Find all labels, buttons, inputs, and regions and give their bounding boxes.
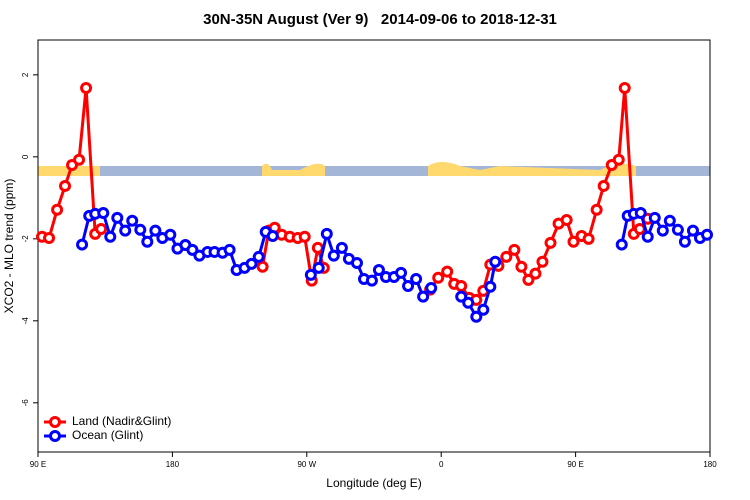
x-tick-label: 90 W — [297, 460, 316, 469]
x-tick-label: 90 E — [567, 460, 583, 469]
series — [36, 81, 654, 306]
data-point — [312, 261, 325, 274]
data-point — [701, 228, 714, 241]
legend-marker — [49, 416, 61, 428]
data-point — [612, 153, 625, 166]
data-point — [648, 211, 661, 224]
data-point — [678, 235, 691, 248]
chart-title: 30N-35N August (Ver 9) 2014-09-06 to 201… — [203, 11, 557, 28]
data-point — [51, 203, 64, 216]
data-point — [223, 243, 236, 256]
data-point — [402, 279, 415, 292]
data-point — [149, 224, 162, 237]
data-point — [252, 250, 265, 263]
data-point — [111, 211, 124, 224]
data-point — [245, 257, 258, 270]
plot-frame — [37, 39, 711, 453]
x-axis-label: Longitude (deg E) — [326, 476, 421, 490]
data-point — [164, 228, 177, 241]
data-point — [119, 224, 132, 237]
data-point — [97, 206, 110, 219]
data-point — [432, 271, 445, 284]
data-point — [327, 249, 340, 262]
x-tick-label: 90 E — [30, 460, 46, 469]
x-tick-label: 180 — [166, 460, 180, 469]
y-tick-label: 0 — [21, 154, 30, 159]
data-point — [298, 230, 311, 243]
data-point — [462, 296, 475, 309]
x-tick-label: 180 — [703, 460, 717, 469]
series-line — [80, 211, 708, 320]
legend-label: Land (Nadir&Glint) — [72, 414, 171, 428]
data-point — [671, 223, 684, 236]
data-point — [395, 266, 408, 279]
data-point — [484, 280, 497, 293]
data-point — [641, 230, 654, 243]
data-point — [335, 241, 348, 254]
data-point — [73, 153, 86, 166]
data-point — [470, 310, 483, 323]
data-point — [350, 257, 363, 270]
data-point — [590, 203, 603, 216]
series — [76, 206, 714, 323]
legend-marker — [49, 430, 61, 442]
data-point — [522, 273, 535, 286]
data-point — [256, 260, 269, 273]
y-tick-label: -2 — [21, 235, 30, 243]
data-point — [80, 81, 93, 94]
data-point — [320, 227, 333, 240]
data-point — [560, 213, 573, 226]
data-point — [529, 267, 542, 280]
data-point — [134, 223, 147, 236]
data-point — [663, 214, 676, 227]
data-point — [455, 279, 468, 292]
data-point — [59, 179, 72, 192]
data-point — [618, 81, 631, 94]
data-point — [544, 236, 557, 249]
data-point — [489, 255, 502, 268]
data-point — [95, 222, 108, 235]
y-tick-label: 2 — [21, 72, 30, 77]
data-point — [634, 206, 647, 219]
data-point — [126, 214, 139, 227]
series-line — [41, 87, 649, 302]
data-point — [455, 290, 468, 303]
data-point — [500, 250, 513, 263]
data-point — [477, 303, 490, 316]
y-axis-label: XCO2 - MLO trend (ppm) — [2, 179, 16, 314]
data-point — [441, 265, 454, 278]
data-point — [365, 274, 378, 287]
data-point — [567, 235, 580, 248]
data-point — [104, 230, 117, 243]
data-point — [425, 282, 438, 295]
data-point — [304, 268, 317, 281]
data-point — [656, 224, 669, 237]
data-point — [582, 232, 595, 245]
data-point — [43, 232, 56, 245]
data-point — [76, 238, 89, 251]
data-point — [536, 255, 549, 268]
data-point — [266, 229, 279, 242]
data-point — [141, 235, 154, 248]
data-point — [417, 290, 430, 303]
data-point — [372, 263, 385, 276]
y-tick-label: -4 — [21, 317, 30, 325]
legend-label: Ocean (Glint) — [72, 428, 143, 442]
x-tick-label: 0 — [439, 460, 444, 469]
data-point — [597, 179, 610, 192]
data-point — [410, 273, 423, 286]
data-point — [515, 260, 528, 273]
data-point — [311, 241, 324, 254]
data-point — [686, 224, 699, 237]
data-point — [615, 238, 628, 251]
y-tick-label: -6 — [21, 399, 30, 407]
data-point — [508, 243, 521, 256]
